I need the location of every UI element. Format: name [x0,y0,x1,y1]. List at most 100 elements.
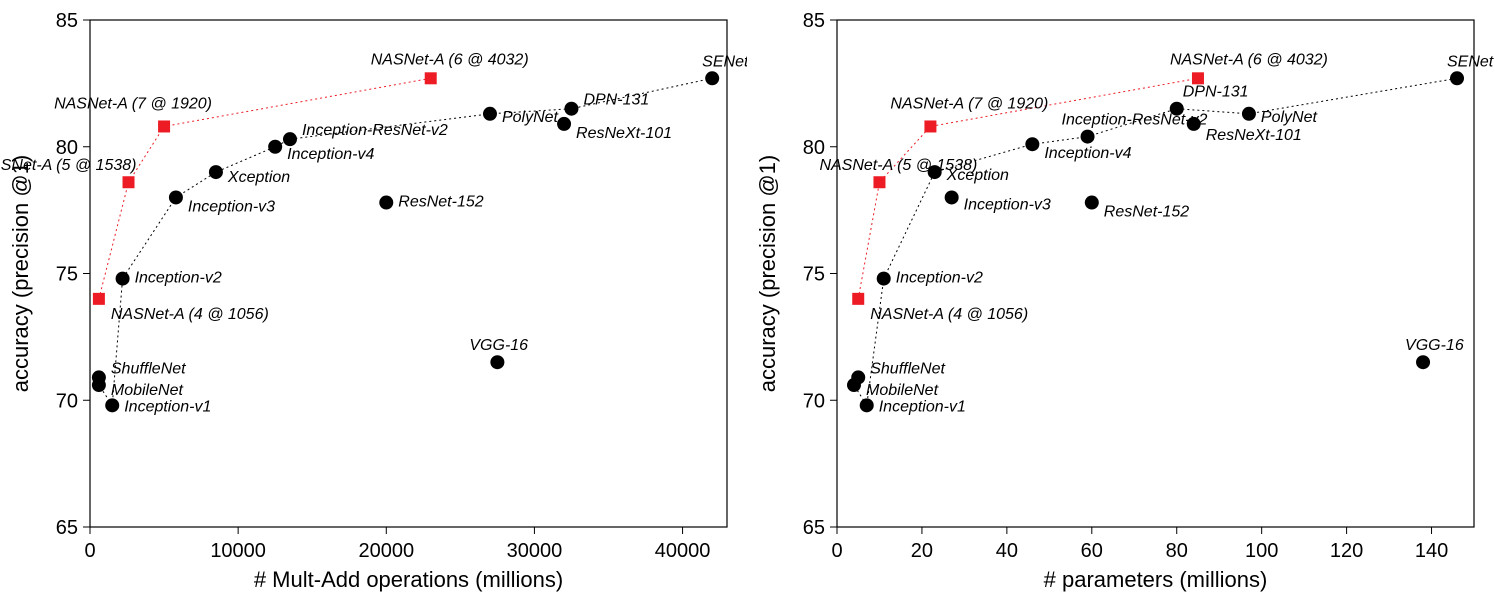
chart-left: 0 10000 20000 30000 40000 65 70 75 80 85 # Mult-Ad… [0,0,747,607]
y-tick-label: 70 [56,390,78,412]
data-point-red [123,176,135,188]
x-axis-title: # parameters (millions) [1044,567,1268,592]
y-axis-title: accuracy (precision @1) [755,155,780,393]
y-tick-label: 85 [56,10,78,32]
y-tick-label: 70 [803,390,825,412]
data-point-label: Inception-ResNet-v2 [1062,112,1208,129]
x-tick-label: 140 [1415,540,1448,562]
data-point-black [92,378,106,392]
y-tick-label: 65 [56,517,78,539]
x-tick-label: 0 [84,540,95,562]
data-point-black [105,398,119,412]
data-point-label: ShuffleNet [111,360,186,377]
y-tick-label: 80 [803,137,825,159]
data-point-label: ShuffleNet [870,360,945,377]
data-point-black [490,355,504,369]
data-point-black [877,272,891,286]
x-tick-label: 10000 [210,540,266,562]
data-point-label: ResNeXt-101 [1206,127,1302,144]
data-point-black [860,398,874,412]
y-tick-label: 65 [803,517,825,539]
chart-right: 0 20 40 60 80 100 120 140 65 70 75 80 85 # parameters… [747,0,1494,607]
data-point-red [873,176,885,188]
x-tick-label: 80 [1166,540,1188,562]
x-tick-label: 20000 [358,540,414,562]
x-tick-label: 60 [1081,540,1103,562]
x-tick-label: 20 [911,540,933,562]
data-point-black [1242,107,1256,121]
data-point-label: NASNet-A (4 @ 1056) [870,306,1028,323]
data-point-label: DPN-131 [1183,84,1249,101]
data-point-label: VGG-16 [469,337,528,354]
data-point-black [564,102,578,116]
x-tick-label: 40000 [655,540,711,562]
data-point-label: Inception-v4 [1044,145,1131,162]
figure-container: 0 10000 20000 30000 40000 65 70 75 80 85 # Mult-Ad… [0,0,1495,607]
data-point-label: SENet [702,53,747,70]
data-point-red [93,293,105,305]
data-point-label: Inception-v1 [879,398,966,415]
data-point-black [705,71,719,85]
data-point-label: NASNet-A (4 @ 1056) [111,306,269,323]
data-point-black [557,117,571,131]
x-tick-label: 40 [996,540,1018,562]
data-point-red [425,72,437,84]
data-point-label: DPN-131 [583,92,649,109]
data-point-label: NASNet-A (6 @ 4032) [1170,51,1328,68]
data-point-black [1416,355,1430,369]
y-tick-label: 75 [803,264,825,286]
x-tick-label: 0 [831,540,842,562]
data-point-label: MobileNet [111,382,184,399]
y-tick-label: 75 [56,264,78,286]
data-point-red [852,293,864,305]
data-point-label: VGG-16 [1405,337,1464,354]
data-point-label: Inception-v3 [188,198,275,215]
data-point-label: Inception-v2 [135,270,222,287]
data-point-black [1085,196,1099,210]
data-point-label: Inception-v4 [287,146,374,163]
y-axis-title: accuracy (precision @1) [8,155,33,393]
data-point-red [158,120,170,132]
data-point-black [209,165,223,179]
data-point-label: Xception [227,169,290,186]
right_chart-svg: 0 20 40 60 80 100 120 140 65 70 75 80 85 # parameters… [747,0,1494,607]
x-tick-label: 30000 [507,540,563,562]
x-axis-title: # Mult-Add operations (millions) [254,567,563,592]
data-point-label: NASNet-A (5 @ 1538) [819,157,977,174]
data-point-label: PolyNet [1261,109,1318,126]
data-point-black [268,140,282,154]
left_chart-svg: 0 10000 20000 30000 40000 65 70 75 80 85 # Mult-Ad… [0,0,747,607]
data-point-label: Inception-ResNet-v2 [302,122,448,139]
data-point-black [379,196,393,210]
data-point-label: Inception-v2 [896,270,983,287]
data-point-label: ResNet-152 [398,194,483,211]
data-point-red [1192,72,1204,84]
data-point-black [1187,117,1201,131]
data-point-black [1170,102,1184,116]
data-point-label: PolyNet [502,109,559,126]
data-point-label: ResNet-152 [1104,204,1189,221]
data-point-black [283,132,297,146]
data-point-label: Inception-v1 [124,398,211,415]
data-point-label: ResNeXt-101 [576,125,672,142]
y-tick-label: 80 [56,137,78,159]
x-tick-label: 120 [1330,540,1363,562]
data-point-black [945,190,959,204]
x-tick-label: 100 [1245,540,1278,562]
data-point-red [924,120,936,132]
data-point-black [483,107,497,121]
data-point-label: NASNet-A (5 @ 1538) [0,157,136,174]
data-point-label: Inception-v3 [964,196,1051,213]
y-tick-label: 85 [803,10,825,32]
data-point-black [1025,137,1039,151]
data-point-black [1081,130,1095,144]
data-point-black [1450,71,1464,85]
data-point-black [116,272,130,286]
data-point-label: SENet [1447,53,1494,70]
data-point-label: MobileNet [866,382,939,399]
data-point-black [847,378,861,392]
data-point-label: NASNet-A (6 @ 4032) [371,51,529,68]
data-point-black [169,190,183,204]
data-point-label: NASNet-A (7 @ 1920) [890,95,1048,112]
data-point-label: NASNet-A (7 @ 1920) [54,95,212,112]
